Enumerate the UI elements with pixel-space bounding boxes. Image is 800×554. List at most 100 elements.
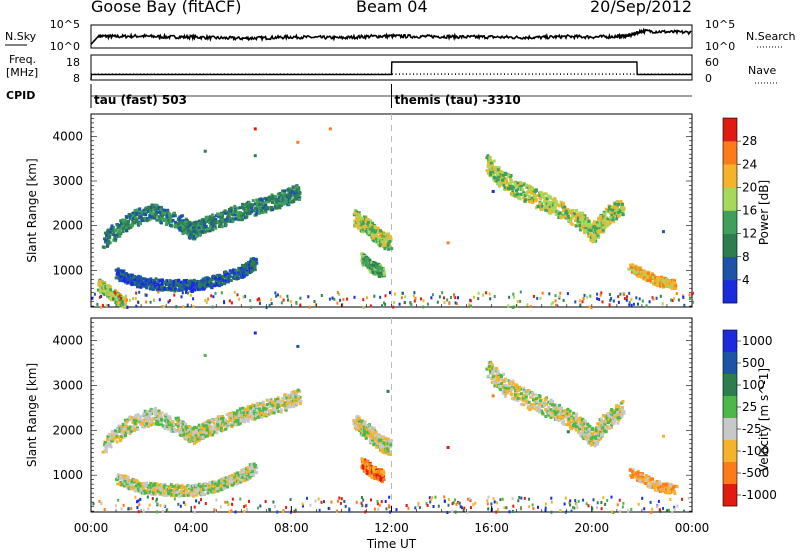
velocity-echo-cell xyxy=(125,428,129,432)
velocity-echo-cell xyxy=(213,428,217,432)
power-echo-cell xyxy=(620,206,623,210)
freq-line xyxy=(90,61,692,81)
power-echo-cell xyxy=(192,221,196,225)
power-echo-cell xyxy=(156,282,160,286)
power-echo-cell xyxy=(558,211,562,215)
power-echo-cell xyxy=(261,206,265,210)
power-echo-cell xyxy=(491,164,494,168)
power-echo-cell xyxy=(133,277,137,281)
power-echo-cell xyxy=(241,212,245,216)
power-ground-cell xyxy=(126,305,129,309)
velocity-echo-cell xyxy=(268,405,272,408)
power-ground-cell xyxy=(608,303,611,307)
velocity-echo-cell xyxy=(108,437,112,441)
velocity-echo-cell xyxy=(163,484,166,488)
velocity-echo-cell xyxy=(153,483,157,487)
power-echo-cell xyxy=(376,272,380,276)
power-echo-cell xyxy=(197,225,201,229)
power-echo-cell xyxy=(622,207,626,211)
power-echo-cell xyxy=(566,215,570,218)
power-ground-cell xyxy=(617,300,620,304)
power-echo-cell xyxy=(524,198,528,202)
velocity-echo-cell xyxy=(154,410,158,414)
velocity-echo-cell xyxy=(276,400,280,404)
power-echo-cell xyxy=(162,217,166,221)
power-echo-cell xyxy=(192,287,196,291)
power-echo-cell xyxy=(228,269,232,273)
power-ground-cell xyxy=(507,304,510,308)
velocity-echo-cell xyxy=(172,494,176,498)
power-echo-cell xyxy=(619,213,623,216)
power-ground-cell xyxy=(280,301,283,305)
velocity-echo-cell xyxy=(134,416,138,420)
power-echo-cell xyxy=(570,215,574,219)
power-echo-cell xyxy=(165,220,169,224)
power-echo-cell xyxy=(248,212,252,216)
power-echo-cell xyxy=(379,273,383,277)
power-echo-cell xyxy=(256,200,260,204)
velocity-echo-cell xyxy=(120,476,124,480)
power-ground-cell xyxy=(554,294,557,298)
power-echo-cell xyxy=(220,283,224,287)
power-echo-cell xyxy=(382,267,386,271)
velocity-echo-cell xyxy=(218,424,222,428)
power-echo-cell xyxy=(364,257,368,261)
power-ground-cell xyxy=(274,291,277,295)
power-echo-cell xyxy=(576,216,580,220)
power-echo-cell xyxy=(279,194,283,198)
power-echo-cell xyxy=(642,274,646,277)
power-echo-cell xyxy=(187,227,191,231)
power-ground-cell xyxy=(691,292,693,296)
power-echo-cell xyxy=(548,207,552,211)
power-echo-cell xyxy=(264,200,268,204)
power-echo-cell xyxy=(220,225,224,229)
power-echo-cell xyxy=(174,287,178,291)
power-echo-cell xyxy=(189,227,193,230)
power-ground-cell xyxy=(114,301,117,304)
power-echo-cell xyxy=(121,298,125,302)
power-echo-cell xyxy=(203,223,206,227)
velocity-echo-cell xyxy=(152,491,156,495)
velocity-echo-cell xyxy=(157,415,161,419)
power-echo-cell xyxy=(139,215,143,219)
velocity-echo-cell xyxy=(251,403,255,407)
power-echo-cell xyxy=(144,211,148,214)
power-echo-cell xyxy=(367,265,370,269)
velocity-echo-cell xyxy=(178,422,182,426)
power-echo-cell xyxy=(224,273,228,277)
power-echo-cell xyxy=(533,195,537,199)
power-echo-cell xyxy=(649,276,653,280)
power-echo-cell xyxy=(180,220,183,224)
power-ground-cell xyxy=(366,296,368,300)
power-echo-cell xyxy=(96,288,100,292)
power-echo-cell xyxy=(237,213,241,217)
power-echo-cell xyxy=(516,181,520,185)
power-echo-cell xyxy=(226,280,230,283)
power-echo-cell xyxy=(258,203,261,206)
velocity-echo-cell xyxy=(190,488,194,492)
velocity-echo-cell xyxy=(145,422,149,426)
power-echo-cell xyxy=(253,208,257,212)
velocity-echo-cell xyxy=(203,430,207,434)
power-ground-cell xyxy=(590,306,593,310)
power-echo-cell xyxy=(555,202,559,206)
cpid-segment-label: tau (fast) 503 xyxy=(94,93,187,107)
power-echo-cell xyxy=(271,195,275,199)
velocity-echo-cell xyxy=(196,437,200,441)
power-echo-cell xyxy=(179,214,183,218)
power-ground-cell xyxy=(469,299,472,303)
power-echo-cell xyxy=(123,304,127,308)
power-echo-cell xyxy=(564,209,568,213)
power-echo-cell xyxy=(277,204,281,208)
power-echo-cell xyxy=(238,206,242,210)
power-echo-cell xyxy=(245,270,249,274)
power-echo-cell xyxy=(381,269,385,273)
power-echo-cell xyxy=(508,185,512,189)
velocity-echo-cell xyxy=(199,433,203,436)
power-echo-cell xyxy=(639,268,643,272)
power-ground-cell xyxy=(617,295,620,299)
power-echo-cell xyxy=(384,232,388,236)
power-echo-cell xyxy=(519,181,523,185)
velocity-echo-cell xyxy=(238,407,242,411)
power-echo-cell xyxy=(359,227,363,231)
